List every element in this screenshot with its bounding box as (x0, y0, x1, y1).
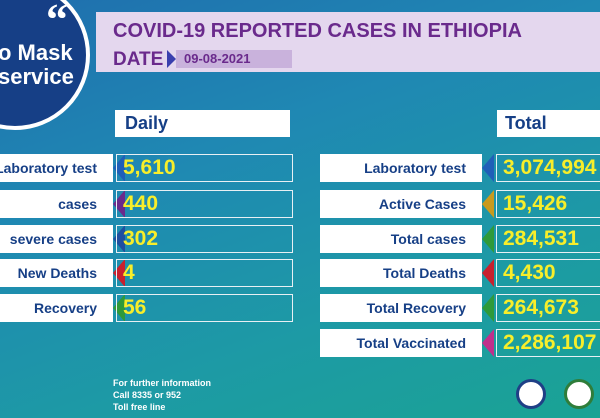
row-label: severe cases (0, 225, 113, 253)
row-label: Active Cases (320, 190, 482, 218)
date-label: DATE (113, 49, 164, 70)
row-value: 4 (116, 259, 293, 287)
row-label: cases (0, 190, 113, 218)
row-value: 440 (116, 190, 293, 218)
row-value: 5,610 (116, 154, 293, 182)
row-value: 4,430 (496, 259, 600, 287)
row-label: New Deaths (0, 259, 113, 287)
row-arrow (482, 190, 494, 218)
footer-text: Call 8335 or 952 (113, 390, 182, 400)
quote-mark: “ (46, 0, 68, 44)
row-label: Laboratory test (320, 154, 482, 182)
row-arrow (482, 329, 494, 357)
footer-text: For further information (113, 378, 211, 388)
row-label: Total Deaths (320, 259, 482, 287)
row-label: Recovery (0, 294, 113, 322)
row-label: Total Recovery (320, 294, 482, 322)
row-arrow (482, 225, 494, 253)
row-arrow (482, 154, 494, 182)
row-value: 284,531 (496, 225, 600, 253)
row-label: Total Vaccinated (320, 329, 482, 357)
row-value: 264,673 (496, 294, 600, 322)
badge-text: o Mask (0, 40, 73, 65)
date-arrow (167, 50, 176, 68)
date: 09-08-2021 (176, 50, 292, 68)
title: COVID-19 REPORTED CASES IN ETHIOPIA (113, 20, 522, 42)
badge (0, 0, 90, 130)
row-label: Laboratory test (0, 154, 113, 182)
row-arrow (482, 259, 494, 287)
row-value: 15,426 (496, 190, 600, 218)
row-label: Total cases (320, 225, 482, 253)
logo (564, 379, 594, 409)
row-value: 56 (116, 294, 293, 322)
row-arrow (482, 294, 494, 322)
daily-heading: Daily (115, 110, 290, 137)
badge-text: service (0, 64, 74, 89)
total-heading: Total (497, 110, 600, 137)
row-value: 302 (116, 225, 293, 253)
footer-text: Toll free line (113, 402, 166, 412)
row-value: 2,286,107 (496, 329, 600, 357)
logo (516, 379, 546, 409)
row-value: 3,074,994 (496, 154, 600, 182)
